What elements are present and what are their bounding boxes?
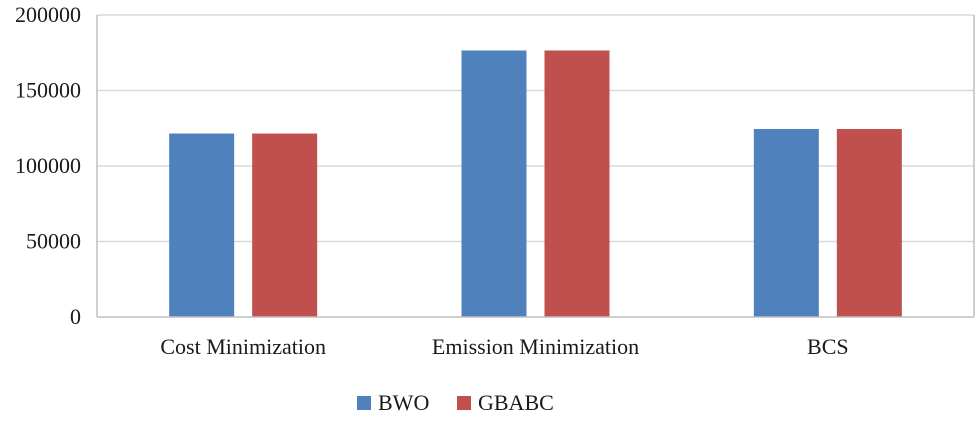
bar-gbabc-2	[836, 129, 902, 317]
y-tick-label: 100000	[15, 153, 81, 178]
bar-gbabc-0	[252, 133, 318, 317]
legend: BWO GBABC	[357, 390, 554, 415]
bar-bwo-2	[753, 129, 819, 317]
bars	[169, 50, 902, 318]
gridlines	[97, 14, 974, 243]
y-tick-label: 50000	[26, 229, 81, 254]
x-category-label: Cost Minimization	[160, 334, 326, 359]
y-tick-label: 0	[70, 304, 81, 329]
bar-gbabc-1	[544, 50, 610, 318]
y-tick-label: 150000	[15, 78, 81, 103]
axes	[96, 15, 975, 318]
bar-bwo-0	[169, 133, 235, 317]
x-category-label: BCS	[807, 334, 849, 359]
legend-label-gbabc: GBABC	[478, 390, 554, 415]
y-axis-ticks: 0 50000 100000 150000 200000	[15, 2, 81, 329]
x-axis-categories: Cost Minimization Emission Minimization BC…	[160, 334, 848, 359]
x-category-label: Emission Minimization	[432, 334, 639, 359]
y-tick-label: 200000	[15, 2, 81, 27]
legend-label-bwo: BWO	[378, 390, 429, 415]
bar-bwo-1	[461, 50, 527, 318]
legend-swatch-gbabc	[457, 396, 471, 410]
legend-swatch-bwo	[357, 396, 371, 410]
